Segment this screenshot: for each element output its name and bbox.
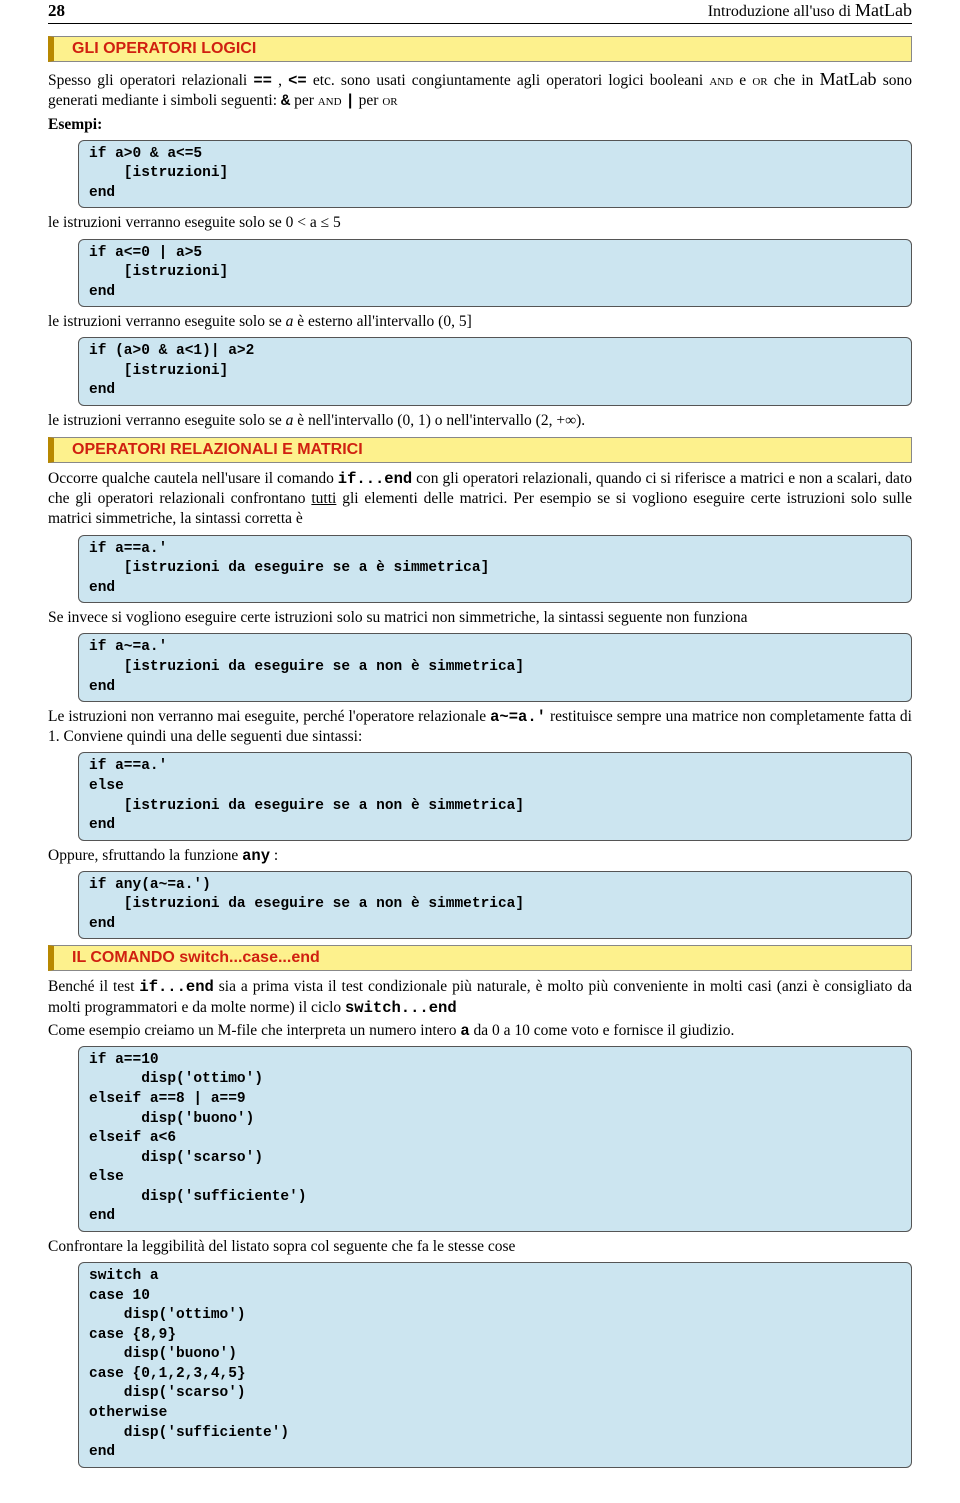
matlab-word: MatLab: [820, 69, 877, 89]
paragraph: Occorre qualche cautela nell'usare il co…: [48, 469, 912, 529]
page-header: 28 Introduzione all'uso di MatLab: [48, 0, 912, 24]
text: Le istruzioni non verranno mai eseguite,…: [48, 708, 490, 725]
underline: tutti: [311, 490, 336, 507]
text: per: [290, 92, 318, 109]
header-title-prefix: Introduzione all'uso di: [708, 3, 855, 20]
paragraph: Confrontare la leggibilità del listato s…: [48, 1237, 912, 1257]
code-inline: any: [242, 847, 270, 865]
code-block: switch a case 10 disp('ottimo') case {8,…: [78, 1262, 912, 1468]
section-gli-operatori-logici: GLI OPERATORI LOGICI: [48, 36, 912, 62]
code-inline: &: [281, 92, 290, 110]
header-title: Introduzione all'uso di MatLab: [708, 0, 912, 21]
text: Occorre qualche cautela nell'usare il co…: [48, 470, 338, 487]
section-comando-switch: IL COMANDO switch...case...end: [48, 945, 912, 971]
code-block: if (a>0 & a<1)| a>2 [istruzioni] end: [78, 337, 912, 406]
text: ,: [272, 72, 288, 89]
page-number: 28: [48, 1, 65, 21]
smallcaps: or: [752, 72, 767, 89]
paragraph: Spesso gli operatori relazionali == , <=…: [48, 68, 912, 112]
text: Benché il test: [48, 978, 139, 995]
text: Esempi:: [48, 116, 102, 133]
text: le istruzioni verranno eseguite solo se: [48, 412, 286, 429]
section-operatori-relazionali-matrici: OPERATORI RELAZIONALI E MATRICI: [48, 437, 912, 463]
code-block: if a>0 & a<=5 [istruzioni] end: [78, 140, 912, 209]
paragraph: Le istruzioni non verranno mai eseguite,…: [48, 707, 912, 747]
page: 28 Introduzione all'uso di MatLab GLI OP…: [0, 0, 960, 1503]
text: etc. sono usati congiuntamente agli oper…: [307, 72, 710, 89]
code-inline: switch...end: [345, 999, 457, 1017]
text: Spesso gli operatori relazionali: [48, 72, 253, 89]
header-title-matlab: MatLab: [855, 0, 912, 20]
smallcaps: and: [318, 92, 342, 109]
paragraph: le istruzioni verranno eseguite solo se …: [48, 411, 912, 431]
text: e: [733, 72, 752, 89]
code-inline: if...end: [139, 978, 213, 996]
code-block: if a<=0 | a>5 [istruzioni] end: [78, 239, 912, 308]
esempi-label: Esempi:: [48, 115, 912, 135]
smallcaps: or: [382, 92, 397, 109]
text: Come esempio creiamo un M-file che inter…: [48, 1022, 460, 1039]
paragraph: Benché il test if...end sia a prima vist…: [48, 977, 912, 1017]
smallcaps: and: [709, 72, 733, 89]
code-block: if a==a.' [istruzioni da eseguire se a è…: [78, 535, 912, 604]
code-inline: a: [460, 1022, 469, 1040]
paragraph: Oppure, sfruttando la funzione any :: [48, 846, 912, 866]
code-block: if a==10 disp('ottimo') elseif a==8 | a=…: [78, 1046, 912, 1232]
code-inline: |: [345, 92, 354, 110]
paragraph: le istruzioni verranno eseguite solo se …: [48, 213, 912, 233]
code-block: if a==a.' else [istruzioni da eseguire s…: [78, 752, 912, 840]
code-inline: <=: [288, 72, 307, 90]
paragraph: le istruzioni verranno eseguite solo se …: [48, 312, 912, 332]
code-inline: a~=a.': [490, 708, 546, 726]
code-block: if any(a~=a.') [istruzioni da eseguire s…: [78, 871, 912, 940]
text: Oppure, sfruttando la funzione: [48, 847, 242, 864]
paragraph: Se invece si vogliono eseguire certe ist…: [48, 608, 912, 628]
text: che in: [768, 72, 820, 89]
text: :: [270, 847, 278, 864]
text: è nell'intervallo (0, 1) o nell'interval…: [293, 412, 585, 429]
code-block: if a~=a.' [istruzioni da eseguire se a n…: [78, 633, 912, 702]
code-inline: if...end: [338, 470, 412, 488]
text: è esterno all'intervallo (0, 5]: [293, 313, 471, 330]
text: da 0 a 10 come voto e fornisce il giudiz…: [470, 1022, 735, 1039]
code-inline: ==: [253, 72, 272, 90]
text: le istruzioni verranno eseguite solo se: [48, 313, 286, 330]
paragraph: Come esempio creiamo un M-file che inter…: [48, 1021, 912, 1041]
text: per: [355, 92, 383, 109]
